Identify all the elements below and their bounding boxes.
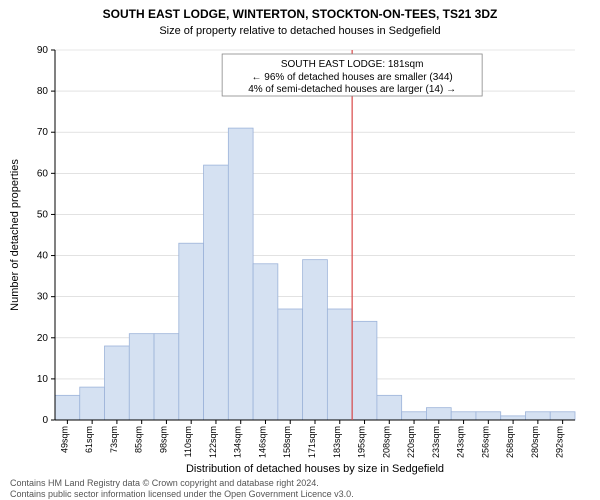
x-tick-label: 268sqm bbox=[505, 426, 515, 458]
histogram-bar bbox=[501, 416, 526, 420]
x-tick-label: 134sqm bbox=[233, 426, 243, 458]
histogram-bar bbox=[278, 309, 303, 420]
x-tick-label: 158sqm bbox=[282, 426, 292, 458]
histogram-bar bbox=[179, 243, 204, 420]
footer-line1: Contains HM Land Registry data © Crown c… bbox=[10, 478, 319, 488]
annotation-line3: 4% of semi-detached houses are larger (1… bbox=[248, 84, 456, 95]
y-tick-label: 60 bbox=[37, 168, 49, 179]
x-tick-label: 85sqm bbox=[134, 426, 144, 453]
histogram-bar bbox=[253, 264, 278, 420]
y-tick-label: 70 bbox=[37, 127, 49, 138]
x-tick-label: 73sqm bbox=[109, 426, 119, 453]
y-axis-label: Number of detached properties bbox=[9, 159, 21, 311]
x-tick-label: 183sqm bbox=[332, 426, 342, 458]
histogram-bar bbox=[426, 408, 451, 420]
x-tick-label: 280sqm bbox=[530, 426, 540, 458]
chart-subtitle: Size of property relative to detached ho… bbox=[159, 25, 440, 37]
x-tick-label: 110sqm bbox=[183, 426, 193, 457]
y-tick-label: 10 bbox=[37, 374, 49, 385]
annotation-line1: SOUTH EAST LODGE: 181sqm bbox=[281, 59, 424, 70]
histogram-bar bbox=[451, 412, 476, 420]
y-tick-label: 80 bbox=[37, 86, 49, 97]
x-tick-label: 98sqm bbox=[158, 426, 168, 453]
histogram-bar bbox=[55, 395, 80, 420]
histogram-bar bbox=[550, 412, 575, 420]
x-tick-label: 243sqm bbox=[456, 426, 466, 458]
histogram-bar bbox=[402, 412, 427, 420]
x-tick-label: 49sqm bbox=[59, 426, 69, 453]
footer-line2: Contains public sector information licen… bbox=[10, 489, 354, 499]
histogram-bar bbox=[228, 128, 253, 420]
histogram-bar bbox=[476, 412, 501, 420]
histogram-bar bbox=[80, 387, 105, 420]
histogram-bar bbox=[129, 334, 154, 420]
x-tick-label: 146sqm bbox=[257, 426, 267, 458]
y-tick-label: 50 bbox=[37, 209, 49, 220]
histogram-bar bbox=[377, 395, 402, 420]
y-tick-label: 40 bbox=[37, 251, 49, 262]
histogram-bar bbox=[525, 412, 550, 420]
x-tick-label: 208sqm bbox=[381, 426, 391, 458]
histogram-bar bbox=[204, 165, 229, 420]
histogram-bar bbox=[303, 260, 328, 420]
x-tick-label: 171sqm bbox=[307, 426, 317, 458]
y-tick-label: 20 bbox=[37, 333, 49, 344]
annotation-line2: ← 96% of detached houses are smaller (34… bbox=[252, 72, 453, 83]
x-tick-label: 195sqm bbox=[357, 426, 367, 458]
x-tick-label: 122sqm bbox=[208, 426, 218, 458]
y-tick-label: 30 bbox=[37, 292, 49, 303]
x-tick-label: 233sqm bbox=[431, 426, 441, 458]
histogram-bar bbox=[352, 321, 377, 420]
y-tick-label: 90 bbox=[37, 45, 49, 56]
x-axis-label: Distribution of detached houses by size … bbox=[186, 463, 444, 475]
x-tick-label: 256sqm bbox=[480, 426, 490, 458]
x-tick-label: 292sqm bbox=[555, 426, 565, 458]
y-tick-label: 0 bbox=[42, 415, 48, 426]
histogram-bar bbox=[327, 309, 352, 420]
x-tick-label: 61sqm bbox=[84, 426, 94, 453]
histogram-bar bbox=[154, 334, 179, 420]
histogram-bar bbox=[105, 346, 130, 420]
chart-title: SOUTH EAST LODGE, WINTERTON, STOCKTON-ON… bbox=[103, 7, 498, 21]
x-tick-label: 220sqm bbox=[406, 426, 416, 458]
chart-svg: 0 10 20 30 40 50 60 70 80 90 49sqm 61sqm 73sqm 85sqm 9… bbox=[0, 0, 600, 500]
histogram-chart: 0 10 20 30 40 50 60 70 80 90 49sqm 61sqm 73sqm 85sqm 9… bbox=[0, 0, 600, 500]
